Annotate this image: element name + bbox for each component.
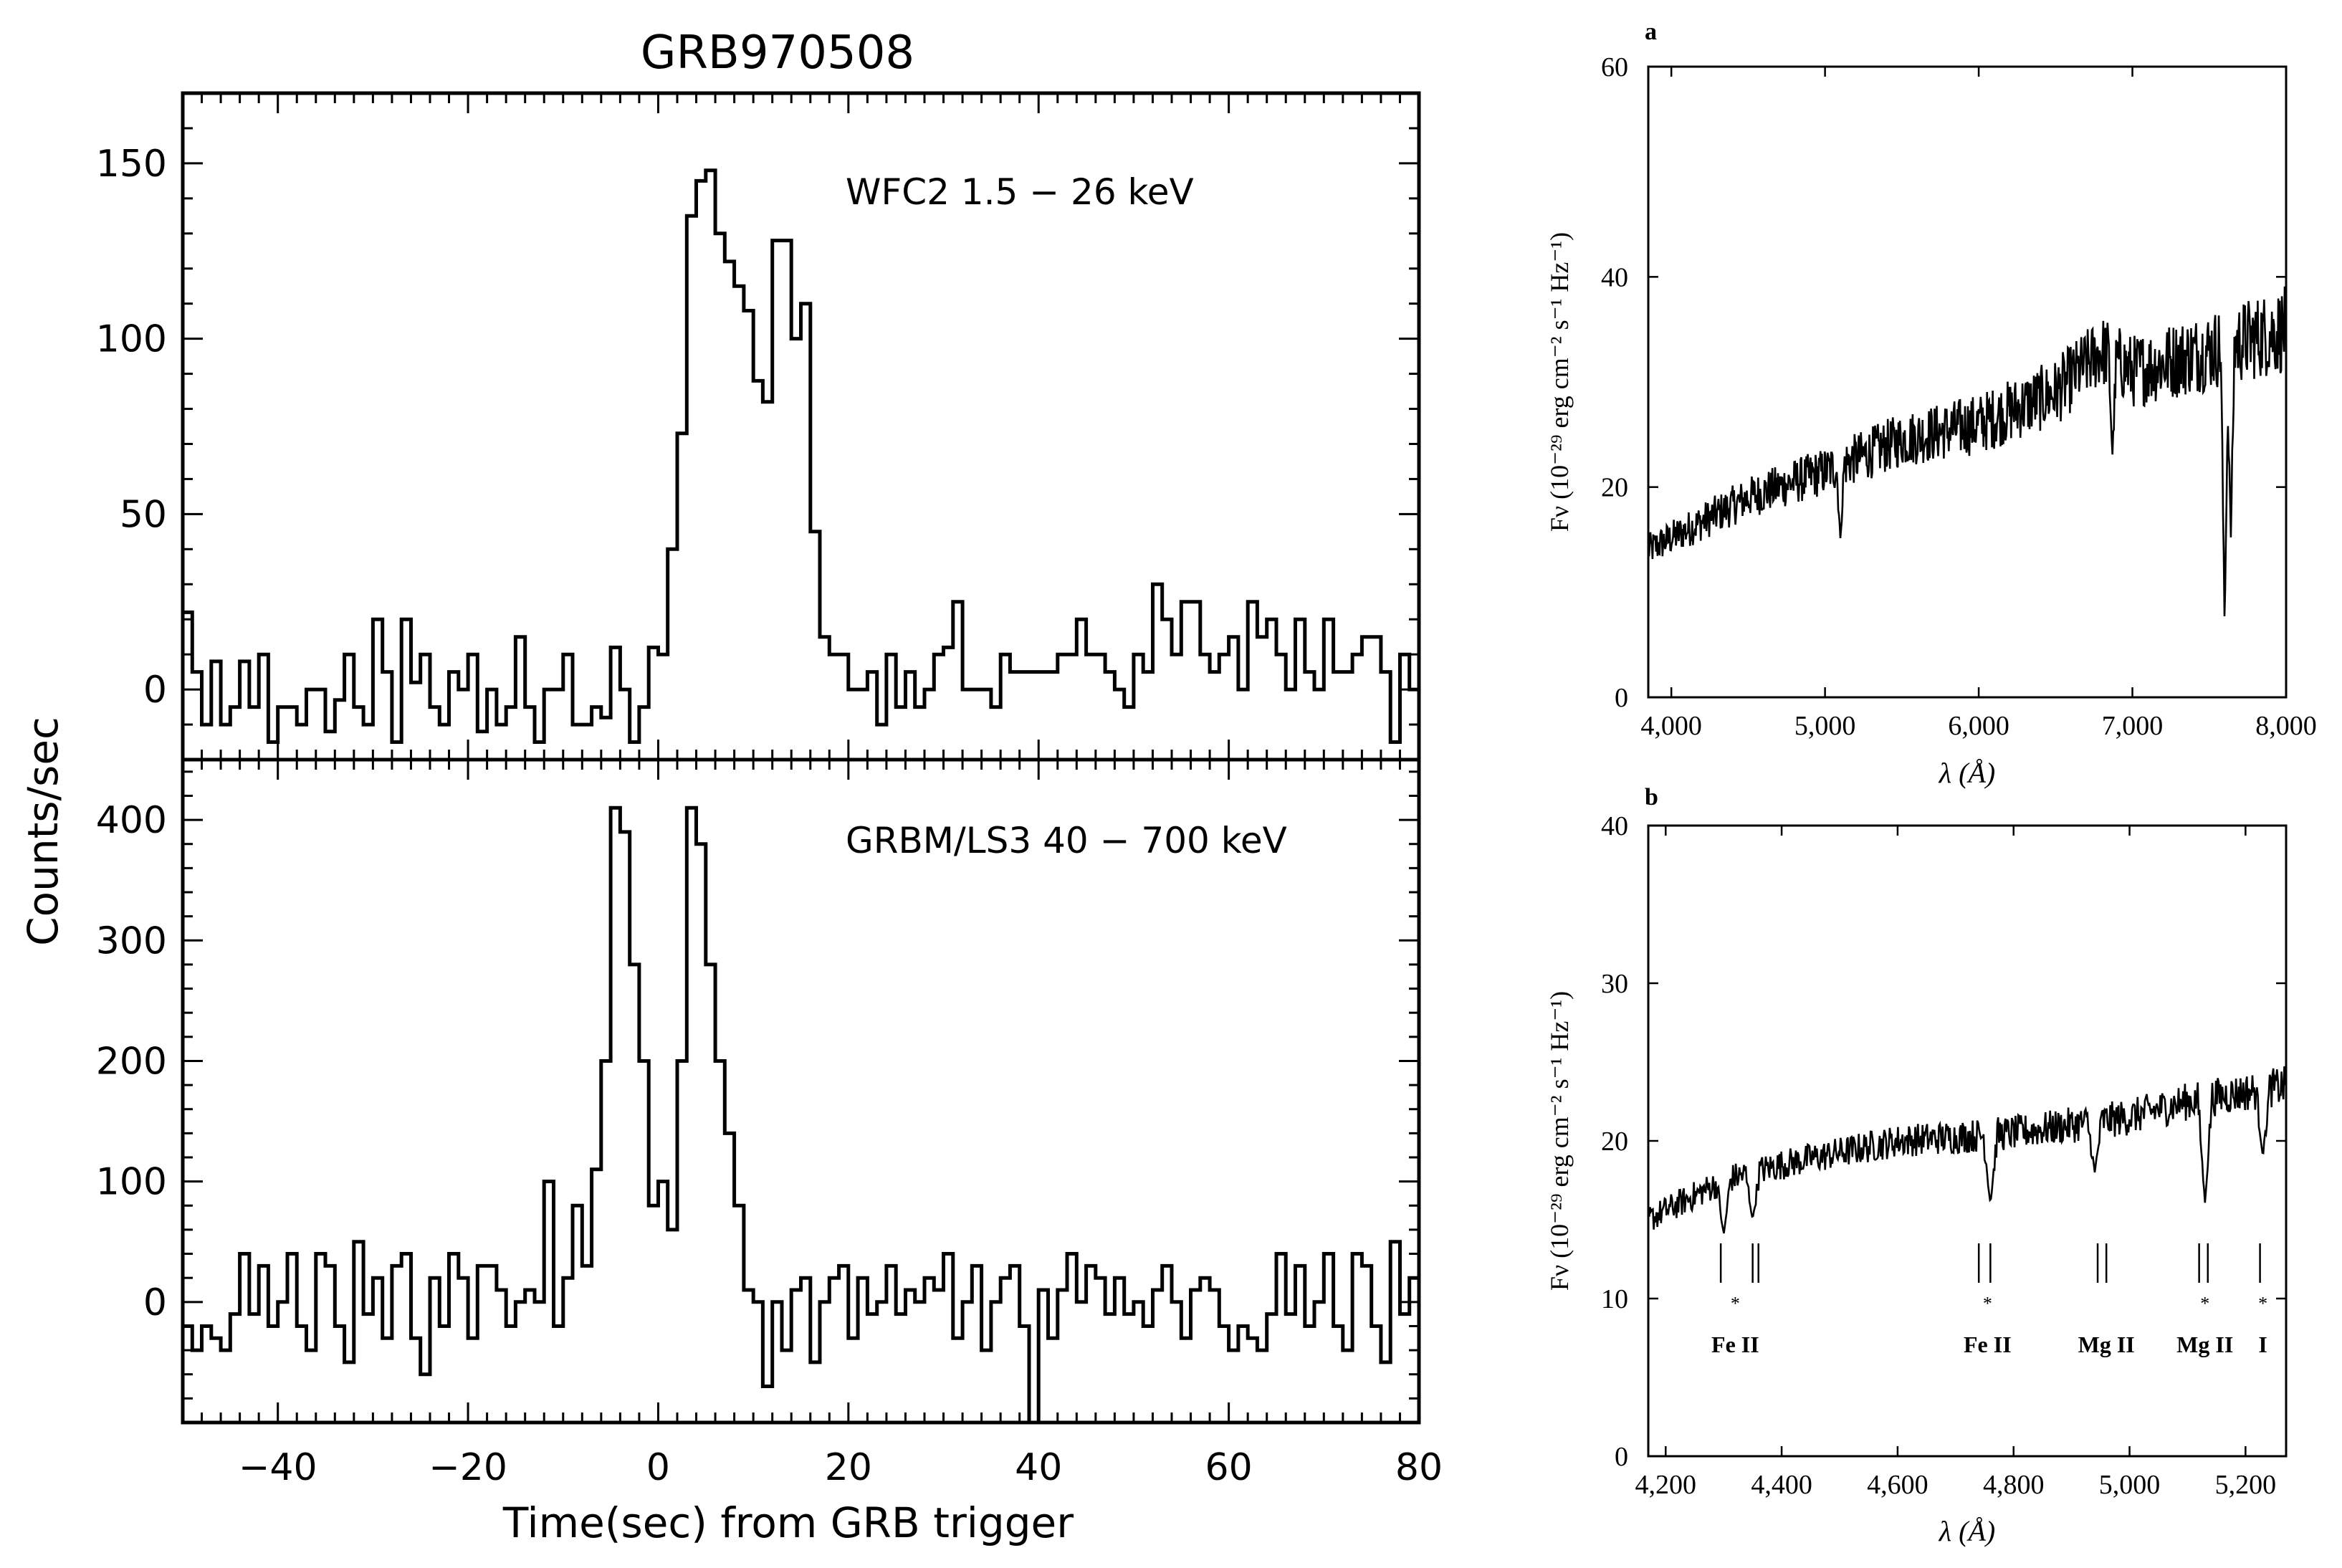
time-tick-label: −40: [239, 1446, 317, 1489]
wfc2-ytick-label: 50: [120, 493, 167, 536]
grbm-frame: [181, 757, 1421, 1425]
spec-b-asterisk: *: [1731, 1293, 1740, 1314]
spec-b-ytick-label: 20: [1601, 1127, 1628, 1157]
spec-a-xtick-label: 7,000: [2102, 711, 2164, 741]
spec-b-asterisk: *: [1983, 1293, 1992, 1314]
time-tick-label: 0: [646, 1446, 670, 1489]
grbm-energy-label: GRBM/LS3 40 − 700 keV: [846, 820, 1287, 861]
spec-a-ytick-label: 40: [1601, 262, 1628, 292]
spec-a-ytick-label: 0: [1615, 683, 1628, 713]
spec-b-line-label: Mg II: [2078, 1332, 2135, 1357]
light-curve-title: GRB970508: [641, 27, 914, 80]
time-tick-label: 20: [825, 1446, 872, 1489]
spec-b-asterisk: *: [2200, 1293, 2209, 1314]
spec-b-xtick-label: 5,000: [2099, 1470, 2161, 1500]
spectrum-a-xlabel: λ (Å): [1939, 757, 1995, 789]
time-tick-label: 40: [1015, 1446, 1062, 1489]
spectrum-b-xlabel: λ (Å): [1939, 1515, 1995, 1547]
spec-b-ytick-label: 30: [1601, 969, 1628, 999]
grbm-ytick-label: 100: [96, 1161, 167, 1204]
spec-b-xtick-label: 4,600: [1867, 1470, 1928, 1500]
spec-b-xtick-label: 5,200: [2215, 1470, 2277, 1500]
spec-a-ytick-label: 60: [1601, 52, 1628, 82]
wfc2-ytick-label: 100: [96, 318, 167, 361]
spec-b-xtick-label: 4,400: [1751, 1470, 1812, 1500]
time-tick-label: 60: [1205, 1446, 1253, 1489]
spectrum-b-line: [1647, 1066, 2288, 1234]
spec-b-ytick-label: 40: [1601, 811, 1628, 841]
spec-a-xtick-label: 8,000: [2255, 711, 2317, 741]
time-tick-label: −20: [429, 1446, 507, 1489]
light-curve-ylabel: Counts/sec: [19, 717, 67, 946]
panel-label-b: b: [1645, 784, 1658, 811]
light-curve-figure: GRB970508 0 50 100 150 WFC2 1.5 − 26 keV 0 1…: [19, 27, 1443, 1547]
spec-b-xtick-label: 4,800: [1983, 1470, 2045, 1500]
spec-b-line-label: I: [2258, 1332, 2267, 1357]
spectrum-a-panel: a 4,000 5,000 6,000 7,000 8,000 0 20 40 60 λ (Å)…: [1545, 19, 2317, 789]
grbm-panel: 0 100 200 300 400 GRBM/LS3 40 − 700 keV: [96, 757, 1421, 1425]
spec-a-ytick-label: 20: [1601, 473, 1628, 503]
spectrum-b-ylabel: Fν (10⁻²⁹ erg cm⁻² s⁻¹ Hz⁻¹): [1545, 991, 1574, 1291]
time-tick-label: 80: [1395, 1446, 1443, 1489]
spectrum-a-frame: [1647, 65, 2288, 699]
spec-b-ytick-label: 10: [1601, 1284, 1628, 1314]
light-curve-xlabel: Time(sec) from GRB trigger: [502, 1498, 1074, 1547]
wfc2-energy-label: WFC2 1.5 − 26 keV: [846, 171, 1194, 213]
wfc2-panel: 0 50 100 150 WFC2 1.5 − 26 keV: [96, 91, 1421, 762]
wfc2-light-curve: [183, 168, 1419, 744]
spectrum-a-ylabel: Fν (10⁻²⁹ erg cm⁻² s⁻¹ Hz⁻¹): [1545, 232, 1574, 532]
spec-a-xtick-label: 5,000: [1794, 711, 1856, 741]
grbm-ytick-label: 0: [143, 1281, 167, 1324]
wfc2-ytick-label: 0: [143, 669, 167, 712]
grbm-ytick-label: 400: [96, 799, 167, 842]
spec-b-line-label: Fe II: [1711, 1332, 1759, 1357]
grbm-ytick-label: 200: [96, 1040, 167, 1083]
spec-a-xtick-label: 4,000: [1640, 711, 1702, 741]
spec-b-xtick-label: 4,200: [1635, 1470, 1697, 1500]
spec-b-line-label: Mg II: [2176, 1332, 2233, 1357]
spec-a-xtick-label: 6,000: [1948, 711, 2009, 741]
spectrum-b-panel: b 4,200 4,400 4,600 4,800 5,000 5,200 0 10 20 30 4…: [1545, 784, 2288, 1547]
grbm-light-curve: [183, 805, 1419, 1425]
grbm-ytick-label: 300: [96, 919, 167, 962]
spec-b-asterisk: *: [2258, 1293, 2267, 1314]
panel-label-a: a: [1645, 19, 1657, 45]
spectrum-a-line: [1647, 286, 2288, 616]
spec-b-ytick-label: 0: [1615, 1442, 1628, 1472]
spec-b-line-label: Fe II: [1964, 1332, 2012, 1357]
wfc2-ytick-label: 150: [96, 143, 167, 186]
